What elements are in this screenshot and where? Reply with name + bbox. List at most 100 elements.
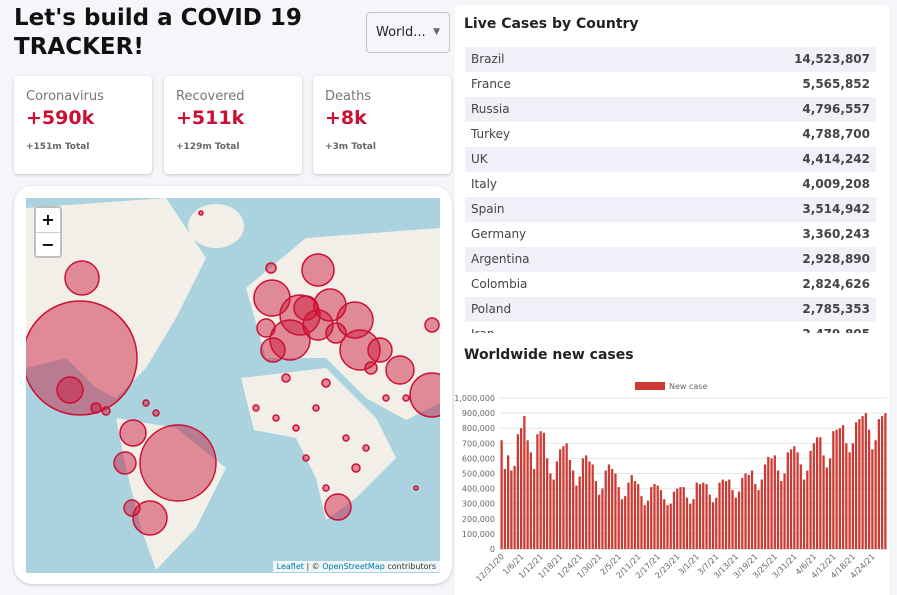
bar (676, 488, 679, 549)
case-circle (279, 294, 321, 336)
country: UK (471, 152, 488, 166)
y-tick-label: 400,000 (462, 485, 495, 494)
bar (672, 491, 676, 549)
bar (773, 455, 776, 549)
case-circle (90, 402, 102, 414)
map[interactable] (26, 198, 440, 573)
case-circle (301, 253, 335, 287)
case-circle (142, 399, 150, 407)
table-title: Live Cases by Country (464, 16, 639, 32)
case-circle (152, 409, 160, 417)
bar (500, 440, 503, 549)
bar (793, 446, 796, 549)
case-circle (351, 463, 361, 473)
bar (617, 487, 620, 549)
bar (539, 431, 542, 549)
bar (822, 455, 825, 549)
bar (546, 458, 549, 549)
stat-total: +151m Total (26, 142, 90, 152)
case-circle (321, 378, 331, 388)
zoom-in[interactable]: + (36, 208, 60, 233)
bar (640, 496, 643, 549)
stat-card[interactable]: Coronavirus +590k +151m Total (14, 76, 152, 174)
case-circle (139, 424, 217, 502)
leaflet-link[interactable]: Leaflet (276, 562, 304, 571)
table-row: Italy 4,009,208 (465, 172, 876, 197)
bar (776, 470, 780, 549)
y-tick-label: 800,000 (462, 424, 495, 433)
bar (848, 452, 851, 549)
cases: 3,360,243 (802, 227, 870, 241)
bar (523, 416, 526, 549)
case-circle (325, 322, 347, 344)
bar (880, 416, 884, 549)
case-circle (260, 337, 286, 363)
cases: 5,565,852 (802, 77, 870, 91)
case-circle (342, 434, 350, 442)
bar (851, 443, 854, 549)
case-circle (382, 394, 390, 402)
bar (702, 482, 705, 549)
bar (698, 484, 702, 549)
zoom-out[interactable]: − (41, 235, 55, 254)
bar (643, 505, 646, 549)
bar (666, 505, 669, 549)
bar (555, 461, 559, 549)
stat-title: Deaths (325, 89, 372, 104)
case-circle (64, 260, 100, 296)
case-circle (265, 262, 277, 274)
bar (884, 413, 887, 549)
country: Iran (471, 327, 494, 333)
bar (760, 479, 763, 549)
case-circle (119, 419, 147, 447)
bar (715, 497, 718, 549)
country-select[interactable]: World... ▼ (366, 12, 450, 53)
bar (757, 490, 760, 549)
bar (877, 419, 881, 549)
bar (601, 488, 604, 549)
country: Poland (471, 302, 512, 316)
bar (529, 452, 533, 549)
cases: 2,928,890 (802, 252, 870, 266)
bar (724, 481, 728, 549)
case-circle (292, 424, 300, 432)
country: Russia (471, 102, 510, 116)
cases: 4,009,208 (802, 177, 870, 191)
table-row: Germany 3,360,243 (465, 222, 876, 247)
case-circle (302, 454, 310, 462)
case-circle (424, 317, 440, 333)
bar (789, 449, 793, 549)
y-tick-label: 200,000 (462, 515, 495, 524)
bar (783, 473, 786, 549)
case-circle (26, 300, 138, 416)
y-tick-label: 100,000 (462, 530, 495, 539)
bar (767, 456, 770, 549)
stat-card[interactable]: Deaths +8k +3m Total (313, 76, 451, 174)
bar (572, 470, 575, 549)
x-tick-label: 12/31/20 (474, 552, 506, 584)
bar (796, 452, 799, 549)
bar (689, 503, 692, 549)
case-circle (364, 361, 378, 375)
bar (581, 458, 585, 549)
table-row: Brazil 14,523,807 (465, 47, 876, 72)
case-circle (101, 406, 111, 416)
bar (679, 487, 682, 549)
bar (802, 479, 806, 549)
bar (650, 487, 653, 549)
bar (633, 481, 637, 549)
legend-label: New case (669, 382, 707, 391)
bar (598, 494, 601, 549)
case-circle (56, 376, 84, 404)
attribution-text: contributors (387, 562, 436, 571)
bar (731, 490, 734, 549)
legend-swatch (635, 382, 665, 390)
osm-link[interactable]: OpenStreetMap (322, 562, 385, 571)
bar (815, 437, 819, 549)
stat-card[interactable]: Recovered +511k +129m Total (164, 76, 302, 174)
case-circle (385, 355, 415, 385)
case-circle (113, 451, 137, 475)
case-circle (322, 484, 330, 492)
case-circle (336, 301, 374, 339)
bar (513, 465, 516, 549)
